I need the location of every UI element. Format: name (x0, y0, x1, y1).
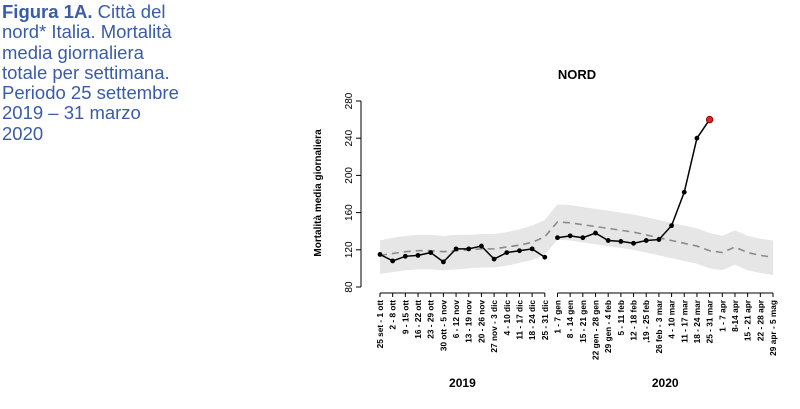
x-tick-label: 18 - 24 mar (692, 299, 702, 343)
observed-point (567, 233, 573, 239)
year-label: 2019 (449, 376, 476, 390)
x-tick-label: 8-14 apr (730, 299, 740, 332)
chart-title: NORD (558, 67, 596, 82)
observed-point (605, 238, 611, 243)
x-tick-label: 8 - 14 gen (565, 300, 575, 338)
observed-point (466, 246, 472, 252)
x-tick-label: 30 ott - 5 nov (438, 300, 448, 352)
y-tick-label: 80 (344, 281, 355, 293)
observed-point (479, 243, 484, 249)
confidence-band-layer (380, 204, 773, 275)
x-tick-label: 25 set - 1 ott (375, 300, 385, 349)
x-tick-label: 11 - 17 dic (514, 300, 524, 340)
observed-point (694, 135, 700, 141)
x-tick-label: 25 - 31 dic (540, 300, 550, 341)
observed-point (402, 253, 408, 259)
y-tick-label: 160 (344, 204, 355, 221)
x-tick-label: 13 - 19 nov (464, 300, 474, 343)
y-axis-label: Mortalità media giornaliera (313, 129, 324, 257)
x-tick-label: 15 - 21 gen (578, 300, 588, 343)
observed-point (428, 250, 434, 255)
series-layer (377, 115, 774, 265)
x-tick-label: 26 feb - 3 mar (654, 299, 664, 353)
x-tick-label: 18 - 24 dic (527, 300, 537, 341)
y-tick-label: 120 (344, 241, 355, 258)
observed-point (542, 254, 548, 260)
observed-point (415, 252, 421, 258)
x-tick-label: 20 - 26 nov (476, 300, 486, 343)
caption-text: Città del nord* Italia. Mortalità media … (2, 1, 179, 144)
x-tick-label: 23 - 29 ott (426, 300, 436, 339)
confidence-band (380, 204, 773, 275)
observed-point (656, 237, 662, 242)
caption-figure-number: Figura 1A. (2, 1, 93, 22)
x-tick-label: 2 - 8 ott (388, 300, 398, 330)
observed-point (631, 240, 636, 246)
observed-point (669, 223, 674, 229)
year-label: 2020 (652, 376, 679, 390)
observed-point (377, 252, 383, 257)
observed-point (529, 246, 535, 252)
x-tick-label: 25 - 31 mar (705, 299, 715, 343)
x-tick-label: ,19 - 25 feb (641, 300, 651, 343)
x-tick-label: 22 gen - 28 gen (591, 300, 601, 360)
x-tick-label: 16 - 22 ott (413, 300, 423, 339)
x-tick-label: 1 - 7 gen (552, 300, 562, 334)
y-tick-label: 240 (344, 129, 355, 146)
x-tick-label: 12 - 18 feb (629, 300, 639, 341)
observed-point (618, 239, 624, 244)
figure-caption: Figura 1A. Città del nord* Italia. Morta… (2, 1, 180, 144)
observed-last-point (705, 115, 714, 124)
x-tick-label: 11 - 17 mar (679, 299, 689, 343)
observed-point (643, 238, 649, 243)
observed-point (580, 235, 586, 241)
y-tick-label: 200 (344, 167, 355, 184)
observed-point (453, 246, 459, 252)
observed-point (517, 248, 522, 254)
x-tick-label: 4 - 10 mar (667, 299, 677, 339)
x-tick-label: 5 - 11 feb (616, 300, 626, 336)
observed-point (504, 250, 510, 255)
x-tick-label: 9 - 15 ott (400, 300, 410, 334)
observed-point (390, 258, 396, 264)
observed-point (440, 259, 446, 265)
baseline-expected-line (379, 221, 774, 259)
x-tick-label: 4 - 10 dic (502, 300, 512, 336)
observed-point (555, 235, 560, 241)
x-tick-label: 27 nov - 3 dic (489, 300, 499, 353)
x-tick-label: 6 - 12 nov (451, 300, 461, 339)
x-tick-label: 15 - 21 apr (743, 299, 753, 341)
x-tick-label: 29 apr - 5 mag (768, 300, 778, 356)
observed-point (681, 189, 687, 195)
observed-point (491, 256, 497, 262)
x-tick-label: 22 - 28 apr (755, 299, 765, 341)
x-tick-label: 1 - 7 apr (717, 299, 727, 332)
y-tick-label: 280 (344, 92, 355, 109)
x-tick-label: 29 gen - 4 feb (603, 300, 613, 353)
observed-point (593, 230, 598, 236)
